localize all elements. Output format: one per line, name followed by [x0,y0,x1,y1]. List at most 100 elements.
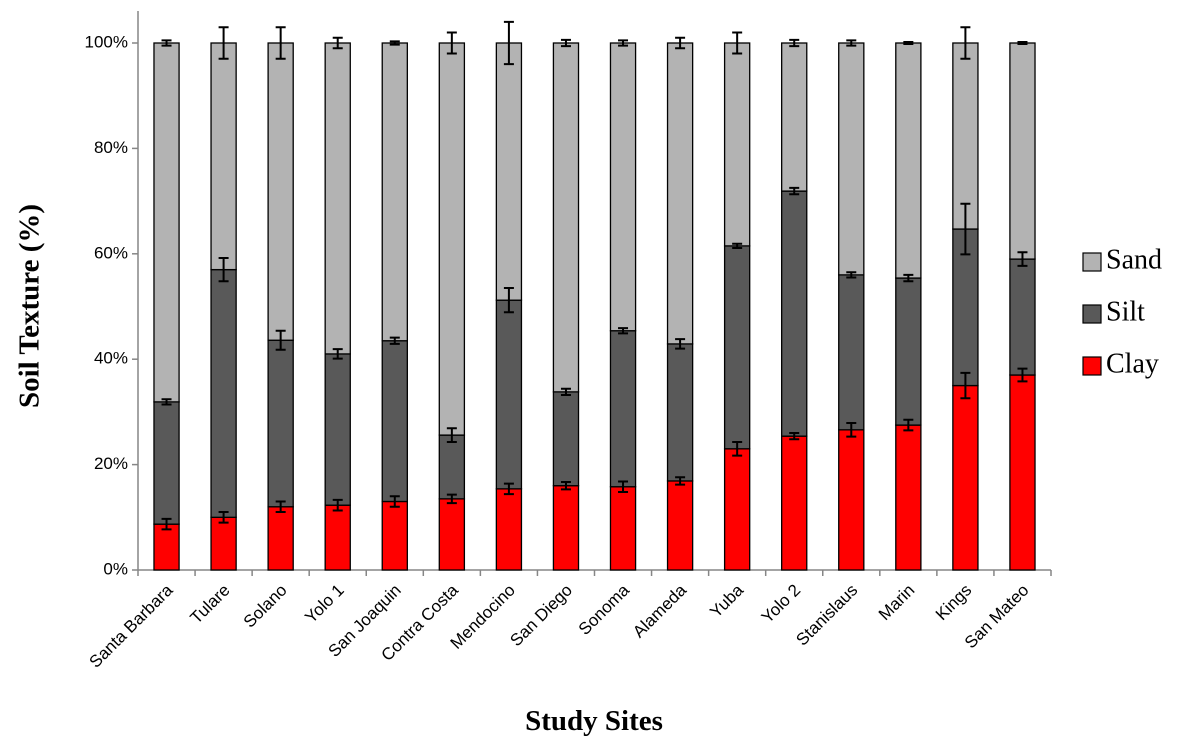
error-bar [960,202,971,256]
x-tick-label: Stanislaus [792,581,861,650]
bar-segment [609,42,637,332]
y-tick-label: 60% [94,243,128,262]
bar-segment [781,435,808,571]
bar-segment [1009,42,1036,260]
error-bar [275,329,286,351]
bar-segment [210,516,237,571]
bar-segment [952,228,979,387]
bar-segment [838,42,865,276]
error-bar [161,398,172,406]
error-bar [161,517,172,531]
error-bar [560,480,571,491]
bar-segment [838,274,865,431]
bar-segment [895,42,922,279]
error-bar [332,36,343,50]
error-bar [1017,251,1028,267]
y-axis-title: Soil Texture (%) [14,204,46,408]
error-bar [389,336,400,345]
error-bar [275,26,286,60]
bar-segment [838,429,865,571]
x-tick-label: Marin [875,581,918,624]
x-axis-title: Study Sites [525,705,663,737]
x-tick-label: Sonoma [575,580,634,639]
x-tick-label: Yolo 2 [758,581,804,627]
error-bar [446,493,457,505]
error-bar [960,371,971,400]
bar-segment [381,340,408,503]
error-bar [446,427,457,443]
error-bar [503,482,514,496]
bar-segment [723,42,751,247]
x-tick-label: San Diego [506,581,576,651]
bar-segment [495,299,523,490]
bar-segment [267,339,294,508]
error-bar [789,186,800,196]
bar-segment [381,500,408,571]
bar-segment [495,42,523,301]
bar-segment [723,448,751,571]
y-tick-label: 20% [94,454,128,473]
x-tick-label: Tulare [187,581,234,628]
y-tick-label: 40% [94,349,128,368]
bar-segment [210,42,237,271]
legend-label: Silt [1106,296,1145,327]
error-bar [618,39,629,47]
error-bar [560,38,571,48]
error-bar [275,500,286,514]
x-tick-label: Solano [240,581,291,632]
x-tick-label: Yolo 1 [301,581,347,627]
bar-segment [952,384,979,571]
error-bar [903,40,914,46]
error-bar [1017,367,1028,383]
error-bar [618,480,629,494]
error-bar [732,440,743,457]
error-bar [218,511,229,524]
bar-segment [438,498,466,571]
error-bar [389,40,400,46]
legend-label: Sand [1106,244,1162,275]
error-bar [732,31,743,55]
error-bar [903,273,914,283]
bar-segment [895,424,922,571]
x-tick-label: Yuba [706,580,747,621]
bar-segment [781,190,808,437]
error-bar [789,38,800,48]
bar-segment [153,523,180,571]
y-tick-label: 80% [94,138,128,157]
bar-segment [438,434,466,500]
bar-segment [267,42,294,341]
error-bar [903,418,914,432]
bar-segment [495,488,523,571]
legend-swatch [1082,304,1102,324]
bar-segment [781,42,808,192]
error-bar [675,476,686,486]
x-tick-label: Santa Barbara [86,580,177,671]
x-tick-label: Alameda [629,580,690,641]
error-bar [675,36,686,50]
bar-segment [609,330,637,488]
bar-segment [153,401,180,525]
bar-segment [1009,374,1036,571]
error-bar [389,495,400,508]
error-bar [732,242,743,250]
bar-segment [381,42,408,342]
bar-segment [267,506,294,571]
y-tick-label: 100% [85,32,128,51]
bar-segment [723,245,751,450]
bar-segment [324,42,351,355]
error-bar [675,338,686,350]
bar-segment [438,42,466,436]
bar-segment [895,277,922,426]
bar-segment [952,42,979,230]
x-tick-label: Kings [932,581,976,625]
error-bar [960,26,971,60]
legend-swatch [1082,356,1102,376]
error-bar [846,39,857,47]
error-bar [218,257,229,283]
bar-segment [324,504,351,571]
bar-segment [552,391,580,487]
bar-segment [552,42,580,393]
error-bar [1017,40,1028,46]
error-bar [218,26,229,60]
